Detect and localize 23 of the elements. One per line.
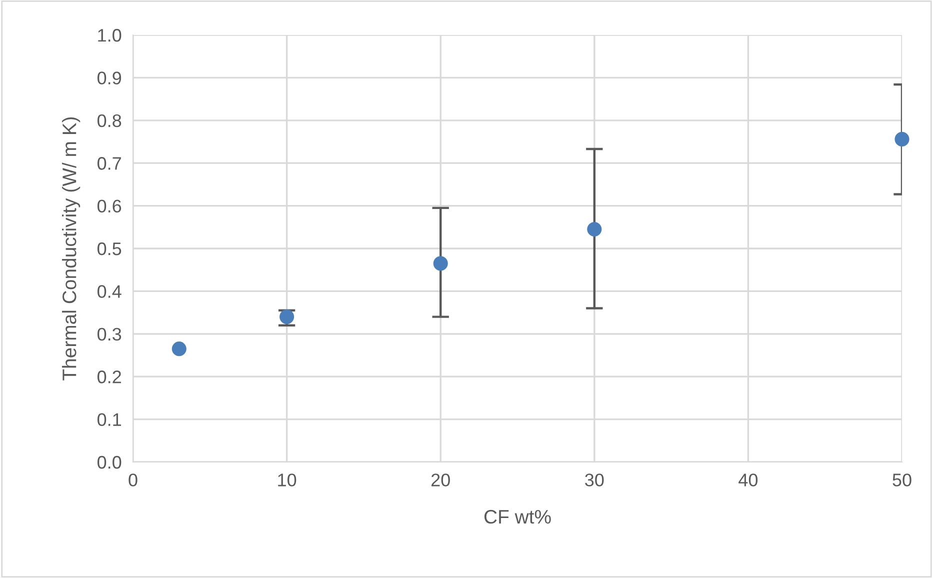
y-tick-label: 0.9	[97, 72, 122, 84]
point	[433, 256, 448, 271]
y-tick-label: 0.2	[97, 370, 121, 384]
point	[894, 132, 910, 146]
x-tick-label: 10	[278, 474, 296, 486]
y-tick-label: 0.6	[97, 200, 122, 213]
y-tick-label: 0.5	[97, 242, 122, 256]
y-tick-label: 1.0	[98, 28, 122, 42]
y-tick-label: 0.7	[97, 157, 121, 170]
x-tick-label: 0	[128, 474, 138, 486]
x-axis-title: CF wt%	[484, 510, 551, 524]
y-tick-label: 0.4	[97, 285, 122, 298]
x-tick-label: 30	[585, 474, 604, 486]
y-tick-label: 0.3	[97, 328, 122, 341]
x-tick-label: 20	[431, 474, 450, 486]
point	[587, 222, 602, 237]
y-tick-label: 0.8	[97, 114, 122, 128]
x-tick-label: 40	[738, 474, 758, 486]
point	[172, 342, 186, 356]
y-tick-label: 0.0	[97, 456, 122, 469]
y-tick-label: 0.1	[97, 413, 122, 426]
x-tick-label: 50	[892, 474, 912, 486]
y-axis-title: Thermal Conductivity (W/ m K)	[62, 117, 80, 380]
